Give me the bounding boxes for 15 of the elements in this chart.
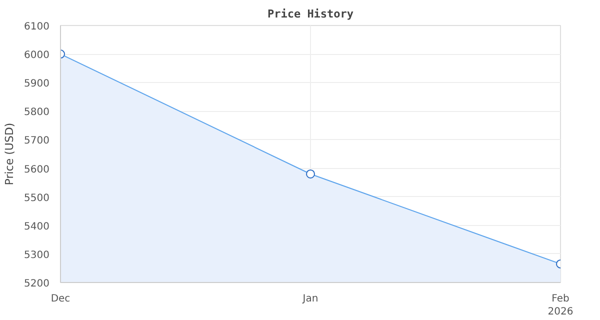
x-tick-label: Dec bbox=[50, 294, 70, 304]
y-tick-label: 6000 bbox=[24, 50, 50, 62]
y-tick-label: 5200 bbox=[24, 278, 50, 290]
y-tick-label: 5800 bbox=[24, 107, 50, 118]
chart-title: Price History bbox=[267, 8, 354, 20]
x-tick-label: Feb 2026 bbox=[548, 294, 574, 318]
y-tick-label: 5700 bbox=[24, 136, 50, 147]
y-tick-label: 5500 bbox=[24, 192, 50, 204]
y-tick-label: 5400 bbox=[24, 221, 50, 232]
y-tick-label: 6100 bbox=[24, 22, 50, 32]
y-tick-label: 5900 bbox=[24, 78, 50, 90]
y-axis-title: Price (USD) bbox=[3, 122, 16, 186]
x-tick-label: Jan bbox=[302, 294, 318, 304]
y-tick-label: 5300 bbox=[24, 250, 50, 261]
y-tick-label: 5600 bbox=[24, 164, 50, 176]
